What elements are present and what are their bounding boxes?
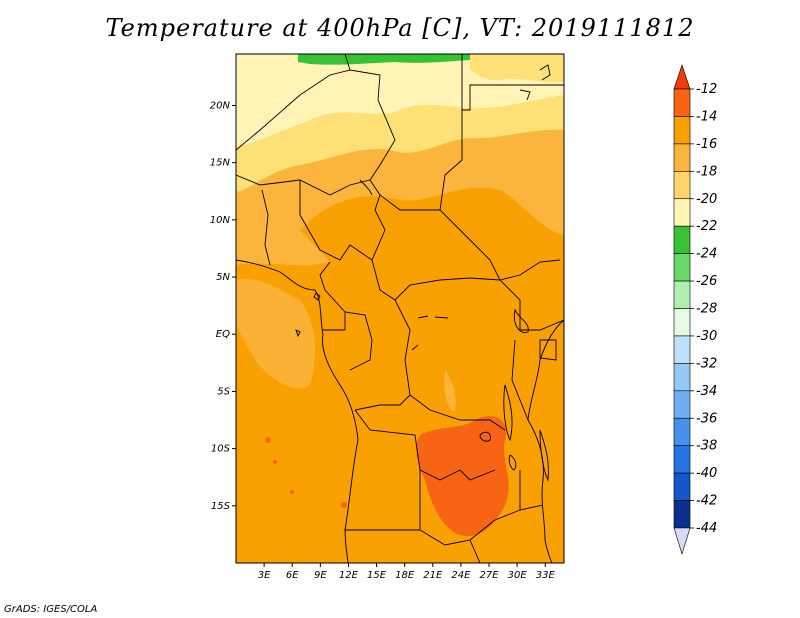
field-speck [290, 490, 294, 494]
country-borders [236, 54, 564, 563]
colorbar-swatch [673, 88, 691, 117]
colorbar-swatch [673, 335, 691, 364]
colorbar: -12 -14 -16 -18 -20 -22 -24 -26 -28 -30 -32 -34 -36 -… [673, 64, 717, 556]
temperature-field [236, 54, 564, 563]
lon-label: 18E [395, 570, 415, 581]
grads-credit: GrADS: IGES/COLA [4, 604, 98, 615]
lon-label: 15E [367, 570, 387, 581]
colorbar-label: -44 [696, 521, 717, 536]
colorbar-label: -22 [696, 219, 717, 234]
colorbar-label: -16 [696, 137, 717, 152]
page-title: Temperature at 400hPa [C], VT: 201911181… [105, 14, 695, 42]
lat-label: 5N [216, 272, 230, 283]
colorbar-label: -20 [696, 192, 717, 207]
colorbar-label: -42 [696, 494, 717, 509]
lon-label: 9E [314, 570, 327, 581]
colorbar-label: -14 [696, 109, 717, 124]
lon-label: 24E [451, 570, 471, 581]
lon-label: 21E [423, 570, 443, 581]
colorbar-swatch [673, 143, 691, 172]
lon-label: 3E [258, 570, 271, 581]
field-core-12 [416, 416, 509, 536]
colorbar-swatch [673, 363, 691, 392]
colorbar-label: -12 [696, 82, 717, 97]
colorbar-swatch [673, 500, 691, 529]
colorbar-label: -32 [696, 356, 717, 371]
lon-label: 33E [536, 570, 556, 581]
lat-label: 5S [217, 386, 230, 397]
field-band-20 [236, 54, 564, 148]
lat-label: 15N [210, 158, 231, 169]
field-strip-22 [298, 54, 470, 65]
field-patch-18 [470, 54, 564, 83]
colorbar-label: -26 [696, 274, 717, 289]
longitude-axis: 3E 6E 9E 12E 15E 18E 21E 24E 27E 30E 33E [258, 563, 556, 581]
field-speck [265, 437, 271, 443]
lon-label: 30E [508, 570, 528, 581]
field-lobe-14 [300, 187, 564, 262]
colorbar-label: -40 [696, 466, 717, 481]
map-frame [235, 53, 565, 564]
colorbar-label: -34 [696, 384, 717, 399]
lat-label: 20N [210, 100, 231, 111]
colorbar-label: -28 [696, 302, 717, 317]
field-patch-coast [236, 279, 316, 389]
lon-label: 12E [339, 570, 359, 581]
lat-label: 10S [211, 444, 231, 455]
colorbar-label: -38 [696, 439, 717, 454]
colorbar-swatch [673, 253, 691, 282]
field-streak [444, 370, 456, 411]
colorbar-swatch [673, 171, 691, 200]
colorbar-label: -24 [696, 247, 717, 262]
field-speck [273, 460, 277, 464]
map-panel: 20N 15N 10N 5N EQ 5S 10S 15S 3E 6E 9E 12E 15E 18E 21E… [210, 53, 565, 581]
lat-label: EQ [216, 329, 230, 340]
colorbar-swatch [673, 116, 691, 145]
latitude-axis: 20N 15N 10N 5N EQ 5S 10S 15S [210, 100, 236, 512]
lat-label: 15S [211, 501, 231, 512]
field-speck [341, 502, 347, 508]
colorbar-label: -30 [696, 329, 717, 344]
colorbar-swatch [673, 445, 691, 474]
colorbar-arrow-top [673, 64, 691, 90]
colorbar-swatch [673, 198, 691, 227]
lon-label: 27E [480, 570, 500, 581]
colorbar-swatch [673, 308, 691, 337]
lon-label: 6E [286, 570, 299, 581]
colorbar-swatch [673, 417, 691, 446]
colorbar-swatch [673, 390, 691, 419]
colorbar-arrow-bottom [673, 527, 691, 556]
lat-label: 10N [210, 215, 231, 226]
colorbar-label: -18 [696, 164, 717, 179]
colorbar-label: -36 [696, 411, 717, 426]
colorbar-swatch [673, 225, 691, 254]
colorbar-swatch [673, 472, 691, 501]
colorbar-swatch [673, 280, 691, 309]
